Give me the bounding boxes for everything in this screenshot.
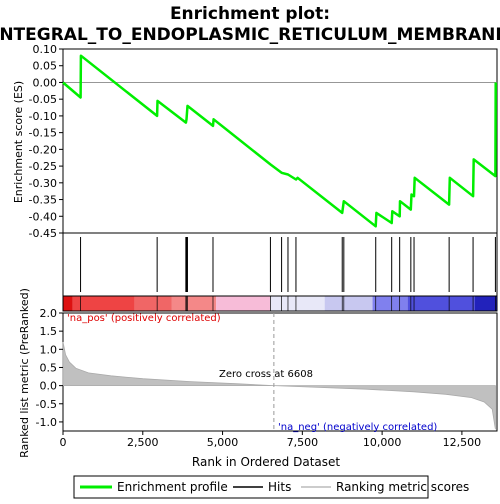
es-y-tick-label: 0.10 [33, 43, 58, 56]
legend: Enrichment profile Hits Ranking metric s… [73, 475, 469, 499]
metric-y-tick-label: 2.0 [40, 307, 58, 320]
metric-axis-label: Ranked list metric (PreRanked) [18, 288, 31, 458]
x-axis-label: Rank in Ordered Dataset [192, 455, 340, 469]
pos-label: 'na_pos' (positively correlated) [67, 313, 221, 324]
x-tick-label: 12,500 [443, 436, 482, 449]
es-axis-label: Enrichment score (ES) [12, 81, 25, 203]
color-bar-segment [72, 296, 135, 311]
es-y-tick-label: -0.30 [29, 177, 57, 190]
color-bar-segment [270, 296, 325, 311]
ranked-metric-panel: 2.0 1.5 1.0 0.5 0.0 -0.5 -1.00 2,500 5,000 7,500 1… [36, 307, 498, 449]
legend-label-enrichment: Enrichment profile [117, 480, 228, 494]
color-bar-frame [62, 295, 498, 312]
color-bar-segment [474, 296, 497, 311]
chart-title: Enrichment plot: [170, 4, 330, 24]
es-y-tick-label: -0.40 [29, 210, 57, 223]
x-tick-label: 5,000 [207, 436, 239, 449]
rank-color-bar [62, 295, 498, 312]
color-bar-segment [216, 296, 271, 311]
color-bar-segment [63, 296, 73, 311]
color-bar-segment [324, 296, 373, 311]
x-tick-label: 2,500 [127, 436, 159, 449]
es-y-tick-label: 0.00 [33, 76, 58, 89]
metric-y-tick-label: 0.5 [40, 361, 58, 374]
color-bar-segment [407, 296, 475, 311]
es-y-tick-label: 0.05 [33, 60, 58, 73]
es-y-tick-label: -0.35 [29, 194, 57, 207]
x-tick-label: 7,500 [287, 436, 319, 449]
es-y-tick-label: -0.20 [29, 143, 57, 156]
metric-plot-frame [62, 312, 498, 432]
legend-label-metric: Ranking metric scores [336, 480, 469, 494]
hits-frame [62, 232, 498, 297]
color-bar-segment [171, 296, 217, 311]
es-y-tick-label: -0.10 [29, 110, 57, 123]
color-bar-segment [372, 296, 408, 311]
x-tick-label: 0 [60, 436, 67, 449]
es-y-tick-label: -0.25 [29, 160, 57, 173]
enrichment-score-panel: 0.10 0.05 0.00 -0.05 -0.10 -0.15 -0.20 -0.25 -0.… [29, 43, 498, 240]
enrichment-profile-line [62, 54, 497, 228]
hits-panel [62, 232, 498, 297]
metric-y-tick-label: 0.0 [40, 380, 58, 393]
neg-label: 'na_neg' (negatively correlated) [278, 422, 437, 433]
legend-label-hits: Hits [268, 480, 291, 494]
chart-subtitle: INTEGRAL_TO_ENDOPLASMIC_RETICULUM_MEMBRA… [0, 25, 500, 45]
zero-cross-label: Zero cross at 6608 [219, 369, 313, 380]
x-tick-label: 10,000 [363, 436, 402, 449]
es-y-tick-label: -0.15 [29, 127, 57, 140]
metric-y-tick-label: 1.0 [40, 343, 58, 356]
es-plot-frame [62, 48, 498, 234]
color-bar-segment [134, 296, 172, 311]
metric-y-tick-label: -1.0 [36, 416, 57, 429]
metric-y-tick-label: 1.5 [40, 325, 58, 338]
es-y-tick-label: -0.05 [29, 93, 57, 106]
metric-y-tick-label: -0.5 [36, 398, 57, 411]
es-y-tick-label: -0.45 [29, 227, 57, 240]
